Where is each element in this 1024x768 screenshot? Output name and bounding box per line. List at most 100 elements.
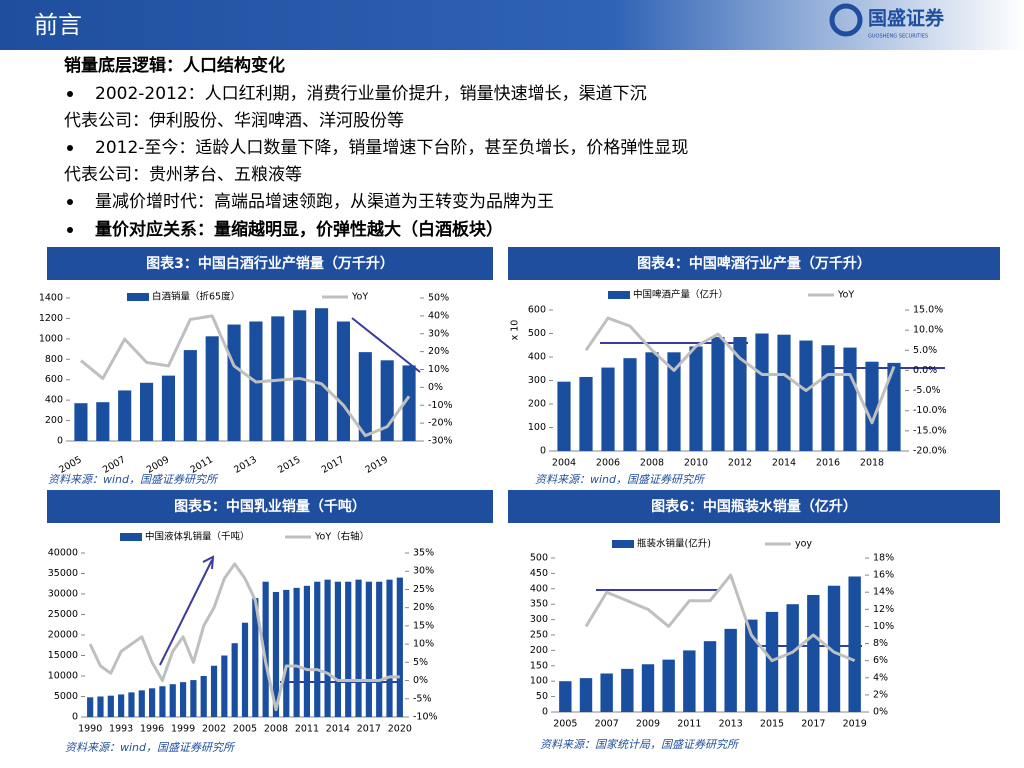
y2-tick-label: 25% xyxy=(413,584,434,595)
annotation-arrowhead xyxy=(202,555,215,570)
x-tick-label: 1993 xyxy=(109,724,133,735)
x-tick-label: 2012 xyxy=(728,458,752,469)
bar xyxy=(96,402,110,441)
y-tick-label: 800 xyxy=(45,354,63,365)
bar xyxy=(623,358,637,451)
chart-title: 图表4：中国啤酒行业产量（万千升） xyxy=(637,255,871,272)
y-tick-label: 0 xyxy=(57,436,63,447)
y2-tick-label: 30% xyxy=(413,566,434,577)
bar xyxy=(689,346,703,451)
x-tick-label: 2005 xyxy=(553,719,577,730)
y2-tick-label: -5.0% xyxy=(913,385,941,396)
x-tick-label: 2010 xyxy=(684,458,708,469)
y2-tick-label: 20% xyxy=(428,346,449,357)
logo-icon xyxy=(829,3,863,37)
chart-source: 资料来源：wind，国盛证券研究所 xyxy=(48,473,219,486)
y-tick-label: 250 xyxy=(530,630,548,641)
bar xyxy=(241,622,249,717)
y2-tick-label: 16% xyxy=(873,570,894,581)
y-tick-label: 500 xyxy=(530,553,548,564)
legend-label: 中国液体乳销量（千吨） xyxy=(145,531,250,543)
bullet-text: 代表公司：贵州茅台、五粮液等 xyxy=(64,165,302,185)
y-tick-label: 0 xyxy=(540,446,546,457)
x-tick-label: 2020 xyxy=(388,724,412,735)
x-tick-label: 1999 xyxy=(171,724,195,735)
x-tick-label: 2005 xyxy=(233,724,257,735)
x-tick-label: 2004 xyxy=(552,458,576,469)
bar xyxy=(358,352,372,441)
yoy-line xyxy=(584,316,896,425)
legend-label: 中国啤酒产量（亿升） xyxy=(633,289,728,301)
bar xyxy=(376,581,383,717)
bar xyxy=(402,365,416,441)
y-tick-label: 150 xyxy=(530,660,548,671)
y2-tick-label: -5% xyxy=(413,693,432,704)
y-tick-label: 1000 xyxy=(39,333,63,344)
bar xyxy=(128,692,135,717)
chart-banner xyxy=(508,247,1000,280)
y-tick-label: 30000 xyxy=(48,589,78,600)
legend-swatch xyxy=(608,291,630,299)
chart-title: 图表6：中国瓶装水销量（亿升） xyxy=(651,498,857,515)
bar xyxy=(641,664,655,712)
bar xyxy=(827,585,841,712)
y2-tick-label: -15.0% xyxy=(913,425,947,436)
y-tick-label: 600 xyxy=(528,305,546,316)
y-tick-label: 350 xyxy=(530,599,548,610)
bar xyxy=(336,321,350,441)
bar xyxy=(283,589,290,717)
y2-tick-label: 12% xyxy=(873,604,894,615)
bar xyxy=(107,695,114,717)
y2-tick-label: 2% xyxy=(873,689,888,700)
logo-subtext: GUOSHENG SECURITIES xyxy=(868,34,928,40)
y2-tick-label: 15.0% xyxy=(913,305,943,316)
y2-tick-label: 40% xyxy=(428,310,449,321)
yoy-line xyxy=(79,314,411,438)
legend-swatch xyxy=(120,533,142,541)
bar xyxy=(579,678,593,712)
y2-tick-label: 0% xyxy=(873,707,888,718)
bullet-dot xyxy=(67,145,73,151)
y-tick-label: 5000 xyxy=(54,691,78,702)
legend-swatch xyxy=(127,293,149,301)
bar xyxy=(557,381,571,451)
x-tick-label: 2006 xyxy=(596,458,620,469)
bar xyxy=(262,581,269,717)
y2-tick-label: 0% xyxy=(413,675,428,686)
y2-tick-label: 35% xyxy=(413,548,434,559)
bar xyxy=(887,362,901,451)
y-tick-label: 25000 xyxy=(48,609,78,620)
bar xyxy=(559,681,572,712)
bar xyxy=(74,403,88,441)
bar xyxy=(183,350,197,441)
bar xyxy=(733,337,747,451)
y2-tick-label: -20.0% xyxy=(913,446,947,457)
y-tick-label: 0 xyxy=(542,707,548,718)
y-tick-label: 35000 xyxy=(48,568,78,579)
bar xyxy=(711,337,725,451)
chart-source: 资料来源：wind，国盛证券研究所 xyxy=(65,741,236,754)
chart-title: 图表5：中国乳业销量（千吨） xyxy=(174,498,366,515)
bar xyxy=(386,579,393,717)
y2-tick-label: 10% xyxy=(428,364,449,375)
bar xyxy=(252,598,259,717)
y-tick-label: 300 xyxy=(530,614,548,625)
x-tick-label: 2018 xyxy=(860,458,884,469)
y-tick-label: 300 xyxy=(528,375,546,386)
y-tick-label: 50 xyxy=(536,691,548,702)
y-tick-label: 400 xyxy=(45,395,63,406)
x-tick-label: 2011 xyxy=(295,724,319,735)
x-tick-label: 2014 xyxy=(772,458,796,469)
x-tick-label: 2017 xyxy=(357,724,381,735)
y2-tick-label: -10% xyxy=(413,712,438,723)
bar xyxy=(293,587,300,717)
bar xyxy=(662,659,675,712)
y-tick-label: 200 xyxy=(530,645,548,656)
y-tick-label: 100 xyxy=(528,422,546,433)
bar xyxy=(365,581,372,717)
bullet-text: 2002-2012：人口红利期，消费行业量价提升，销量快速增长，渠道下沉 xyxy=(95,84,647,104)
y2-tick-label: -10.0% xyxy=(913,405,947,416)
bar xyxy=(87,697,94,717)
bar xyxy=(621,668,634,712)
y-tick-label: 40000 xyxy=(48,548,78,559)
